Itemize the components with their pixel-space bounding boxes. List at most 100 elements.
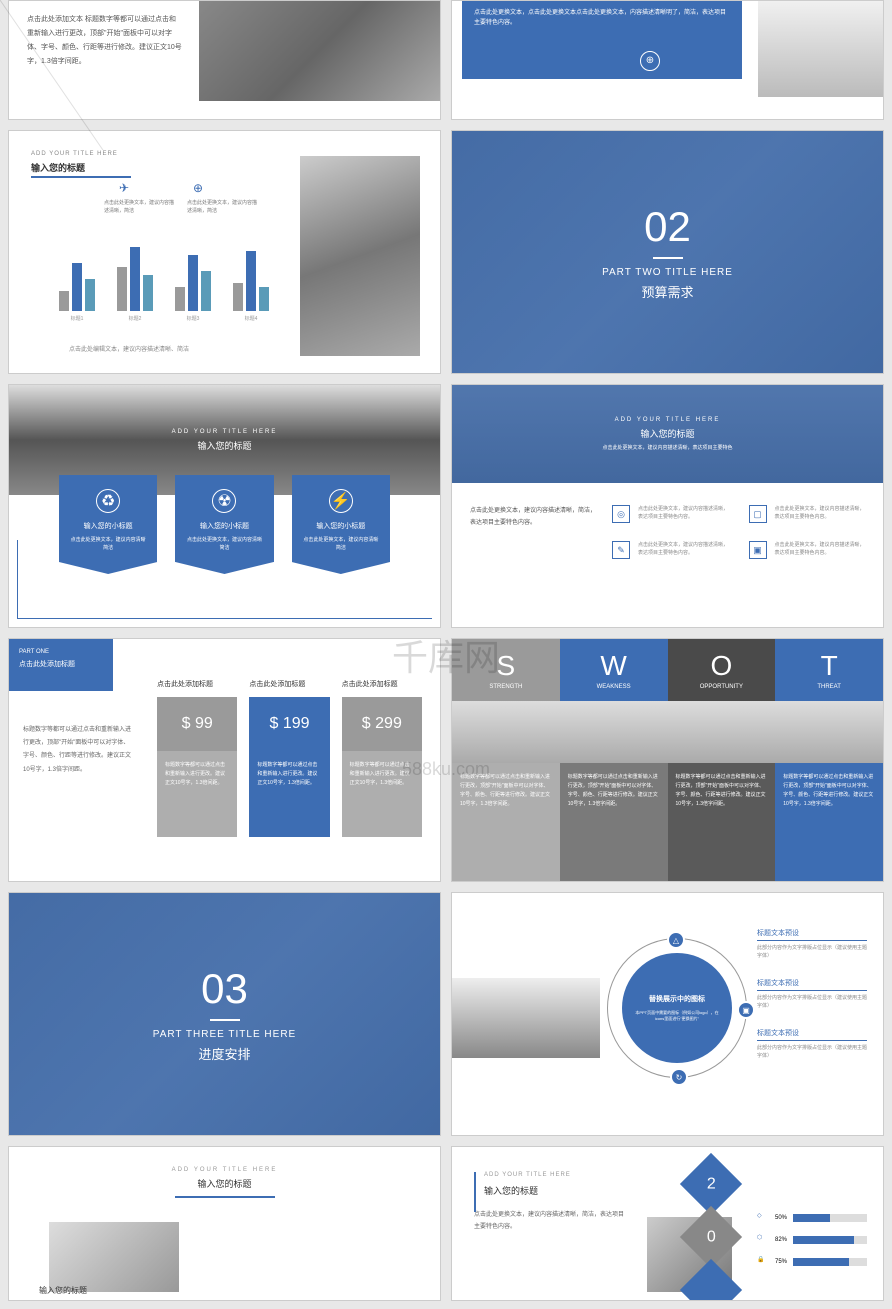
- swot-letter: O: [710, 650, 732, 682]
- side-label: PART ONE 点击此处添加标题: [9, 639, 113, 691]
- title: 输入您的标题: [640, 427, 694, 440]
- orbit-dot-icon: △: [667, 931, 685, 949]
- bar-label: 50%: [775, 1215, 787, 1221]
- building-image: [199, 1, 440, 101]
- item-icon: ◎: [612, 505, 630, 523]
- part-title: 点击此处添加标题: [19, 659, 103, 669]
- chart-bar: [259, 287, 269, 311]
- icon2-text: 点击此处更换文本，建议内容描述清晰，简洁: [187, 199, 257, 215]
- title: 输入您的标题: [197, 439, 251, 452]
- slide-4-section: 02 PART TWO TITLE HERE 预算需求: [451, 130, 884, 374]
- item-text: 点击此处更换文本，建议内容描述清晰，表达项目主要特色内容。: [638, 505, 729, 521]
- section-number: 03: [201, 965, 248, 1013]
- bar-label: 75%: [775, 1259, 787, 1265]
- slide-7-pricing: PART ONE 点击此处添加标题 标题数字等都可以通过点击和重新输入进行更改，…: [8, 638, 441, 882]
- swot-letter: S: [497, 650, 516, 682]
- skyline-image: [452, 978, 600, 1058]
- item-text: 点击此处更换文本，建议内容描述清晰，表达项目主要特色内容。: [775, 505, 866, 521]
- swot-head: O OPPORTUNITY: [668, 639, 776, 701]
- header-sub: 点击此处更换文本，建议内容描述清晰，表达项目主要特色: [602, 444, 732, 451]
- box-icon: ⚡: [329, 489, 353, 513]
- item-icon: ▣: [749, 541, 767, 559]
- item-text: 此部分内容作为文字排版占位显示（建议使用主题字体）: [757, 944, 867, 960]
- left-text: 点击此处更换文本，建议内容描述清晰，简洁，表达项目主要特色内容。: [470, 505, 600, 559]
- slide-8-swot: S STRENGTH W WEAKNESS O OPPORTUNITY T TH…: [451, 638, 884, 882]
- icon-item: ✎ 点击此处更换文本，建议内容描述清晰，表达项目主要特色内容。: [612, 541, 729, 559]
- price-value: $ 299: [342, 697, 422, 751]
- list-item: 标题文本预设 此部分内容作为文字排版占位显示（建议使用主题字体）: [757, 1028, 867, 1060]
- feature-box: ♻ 输入您的小标题 点击此处更换文本，建议内容清晰简洁: [59, 475, 157, 562]
- center-circle: 替换展示中的图标 本PPT页面中需要的图标（例如公司logo），在icons里面…: [622, 953, 732, 1063]
- chart-bar: [246, 251, 256, 311]
- swot-body: 标题数字等都可以通过点击和重新输入进行更改，顶部"开始"面板中可以对字体、字号、…: [560, 763, 668, 881]
- icon-item: ◎ 点击此处更换文本，建议内容描述清晰，表达项目主要特色内容。: [612, 505, 729, 523]
- part-label: PART ONE: [19, 649, 103, 655]
- bar-icon: ⬡: [757, 1234, 769, 1246]
- title: 输入您的标题: [31, 161, 85, 174]
- orbit-dot-icon: ▣: [737, 1001, 755, 1019]
- box-title: 输入您的小标题: [69, 521, 147, 531]
- underline: [175, 1196, 275, 1198]
- slide-2: 点击此处更换文本，点击此处更换文本点击此处更换文本，内容描述清晰明了，简洁，表达…: [451, 0, 884, 120]
- bar-fill: [793, 1236, 854, 1244]
- writing-image: [49, 1222, 179, 1292]
- chart-bar: [175, 287, 185, 311]
- item-text: 点击此处更换文本，建议内容描述清晰，表达项目主要特色内容。: [638, 541, 729, 557]
- bottom-title: 输入您的标题: [39, 1285, 87, 1296]
- orbit-dot-icon: ↻: [670, 1068, 688, 1086]
- slide-11: ADD YOUR TITLE HERE 输入您的标题 输入您的标题: [8, 1146, 441, 1301]
- price-column: 点击此处添加标题 $ 199 标题数字等都可以通过点击和重新输入进行更改。建议正…: [249, 679, 329, 837]
- box-text: 点击此处更换文本，建议内容清晰简洁: [69, 537, 147, 552]
- col-body: 标题数字等都可以通过点击和重新输入进行更改。建议正文10号字，1.3倍间距。: [342, 751, 422, 837]
- title-underline: [31, 176, 131, 178]
- section-number: 02: [644, 203, 691, 251]
- circle-title: 替换展示中的图标: [649, 994, 705, 1004]
- col-title: 点击此处添加标题: [342, 679, 422, 689]
- price-column: 点击此处添加标题 $ 99 标题数字等都可以通过点击和重新输入进行更改。建议正文…: [157, 679, 237, 837]
- chart-bar: [117, 267, 127, 311]
- swot-word: THREAT: [817, 684, 841, 690]
- box-title: 输入您的小标题: [185, 521, 263, 531]
- price-value: $ 99: [157, 697, 237, 751]
- accent-bar: [474, 1172, 476, 1212]
- swot-head: S STRENGTH: [452, 639, 560, 701]
- col-body: 标题数字等都可以通过点击和重新输入进行更改。建议正文10号字，1.3倍间距。: [249, 751, 329, 837]
- feature-box: ⚡ 输入您的小标题 点击此处更换文本，建议内容清晰简洁: [292, 475, 390, 562]
- axis-label: 标题4: [233, 315, 269, 322]
- box-text: 点击此处更换文本，建议内容清晰简洁: [302, 537, 380, 552]
- box-text: 点击此处更换文本，点击此处更换文本点击此处更换文本，内容描述清晰明了，简洁，表达…: [474, 9, 730, 28]
- bar-track: [793, 1236, 867, 1244]
- slide-3-chart: ADD YOUR TITLE HERE 输入您的标题 ✈ ⊕ 点击此处更换文本，…: [8, 130, 441, 374]
- item-text: 此部分内容作为文字排版占位显示（建议使用主题字体）: [757, 1044, 867, 1060]
- box-icon: ☢: [212, 489, 236, 513]
- icon-item: ▢ 点击此处更换文本，建议内容描述清晰，表达项目主要特色内容。: [749, 505, 866, 523]
- price-value: $ 199: [249, 697, 329, 751]
- item-title: 标题文本预设: [757, 928, 867, 941]
- axis-label: 标题2: [117, 315, 153, 322]
- bar-track: [793, 1214, 867, 1222]
- item-text: 此部分内容作为文字排版占位显示（建议使用主题字体）: [757, 994, 867, 1010]
- swot-letter: W: [600, 650, 626, 682]
- list-item: 标题文本预设 此部分内容作为文字排版占位显示（建议使用主题字体）: [757, 928, 867, 960]
- axis-label: 标题1: [59, 315, 95, 322]
- swot-word: WEAKNESS: [597, 684, 631, 690]
- title: 输入您的标题: [484, 1184, 538, 1197]
- divider: [653, 257, 683, 259]
- col-title: 点击此处添加标题: [249, 679, 329, 689]
- border-left: [17, 540, 18, 619]
- subtitle: ADD YOUR TITLE HERE: [9, 1167, 440, 1173]
- subtitle: ADD YOUR TITLE HERE: [31, 151, 118, 157]
- icon-item: ▣ 点击此处更换文本，建议内容描述清晰，表达项目主要特色内容。: [749, 541, 866, 559]
- item-icon: ▢: [749, 505, 767, 523]
- item-text: 点击此处更换文本，建议内容描述清晰，表达项目主要特色内容。: [775, 541, 866, 557]
- box-title: 输入您的小标题: [302, 521, 380, 531]
- chart-bar: [201, 271, 211, 311]
- slide-10-circle: 替换展示中的图标 本PPT页面中需要的图标（例如公司logo），在icons里面…: [451, 892, 884, 1136]
- swot-word: STRENGTH: [489, 684, 522, 690]
- section-eng: PART TWO TITLE HERE: [602, 267, 733, 278]
- slide-1: 点击此处添加文本 标题数字等都可以通过点击和重新输入进行更改，顶部"开始"面板中…: [8, 0, 441, 120]
- swot-body: 标题数字等都可以通过点击和重新输入进行更改，顶部"开始"面板中可以对字体、字号、…: [775, 763, 883, 881]
- subtitle: ADD YOUR TITLE HERE: [615, 417, 721, 423]
- bar-chart: 标题1标题2标题3标题4: [59, 231, 269, 336]
- price-column: 点击此处添加标题 $ 299 标题数字等都可以通过点击和重新输入进行更改。建议正…: [342, 679, 422, 837]
